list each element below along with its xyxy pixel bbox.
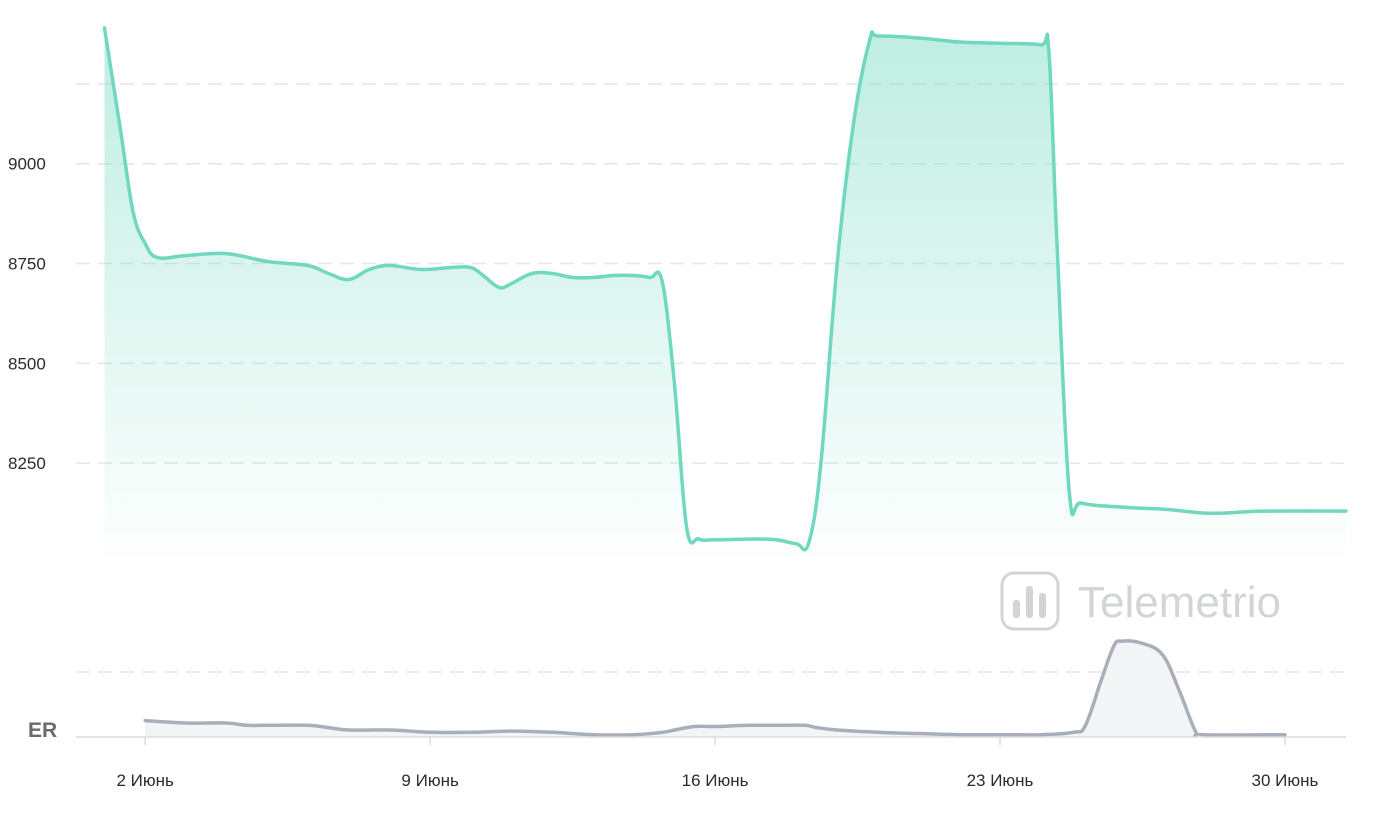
main-series-area [104,28,1346,555]
y-tick-label: 9000 [8,155,46,174]
x-tick-label: 2 Июнь [116,771,174,790]
watermark-text: Telemetrio [1078,578,1281,627]
er-label: ER [28,719,57,742]
x-tick-label: 30 Июнь [1252,771,1319,790]
er-series-area [145,640,1285,737]
bar-chart-icon [1000,571,1060,631]
y-tick-label: 8500 [8,354,46,373]
er-series-line [143,639,1287,738]
y-tick-label: 8250 [8,454,46,473]
x-tick-label: 9 Июнь [401,771,459,790]
x-tick-label: 16 Июнь [682,771,749,790]
telemetrio-watermark: Telemetrio [1000,571,1281,631]
main-y-axis: 8250 8500 8750 9000 [8,155,46,473]
y-tick-label: 8750 [8,255,46,274]
x-tick-label: 23 Июнь [967,771,1034,790]
main-series-line [102,26,1348,552]
x-axis: 2 Июнь 9 Июнь 16 Июнь 23 Июнь 30 Июнь [116,737,1319,790]
